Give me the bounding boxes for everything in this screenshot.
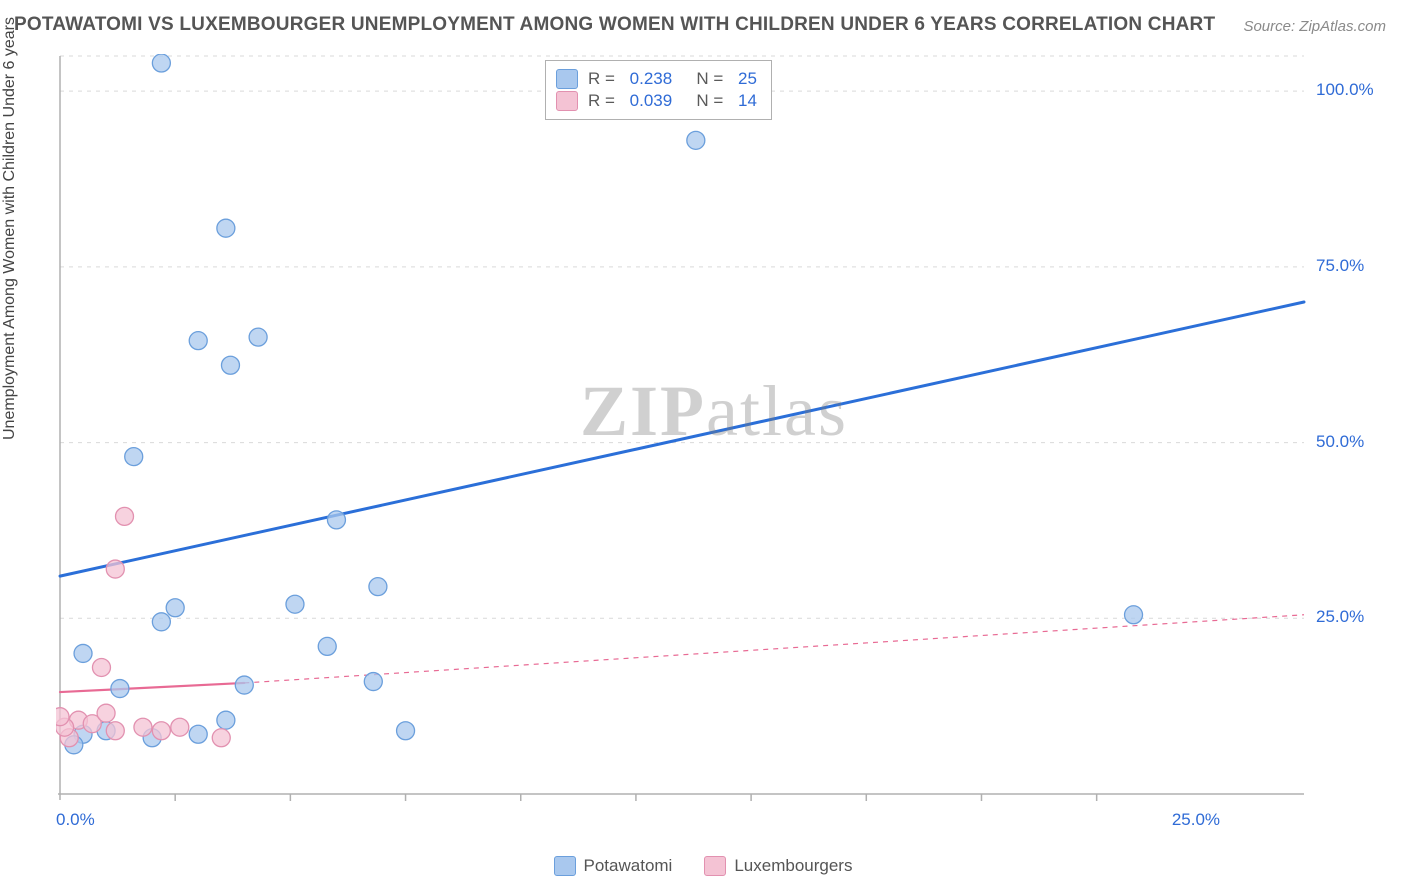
y-tick-label: 25.0%	[1316, 607, 1364, 627]
x-tick-label: 0.0%	[56, 810, 95, 830]
y-tick-label: 50.0%	[1316, 432, 1364, 452]
legend-label: Potawatomi	[584, 856, 673, 876]
legend-item: Potawatomi	[554, 856, 673, 876]
chart-svg	[56, 54, 1392, 824]
legend-n-value: 25	[738, 69, 757, 89]
y-tick-label: 100.0%	[1316, 80, 1374, 100]
x-tick-label: 25.0%	[1172, 810, 1220, 830]
legend-r-value: 0.238	[630, 69, 673, 89]
legend-n-label: N =	[682, 69, 728, 89]
legend-swatch	[556, 91, 578, 111]
source-label: Source: ZipAtlas.com	[1243, 18, 1386, 35]
legend-r-value: 0.039	[630, 91, 673, 111]
legend-label: Luxembourgers	[734, 856, 852, 876]
legend-n-value: 14	[738, 91, 757, 111]
legend-series: Potawatomi Luxembourgers	[0, 856, 1406, 876]
legend-n-label: N =	[682, 91, 728, 111]
legend-r-label: R =	[588, 69, 620, 89]
chart-title: POTAWATOMI VS LUXEMBOURGER UNEMPLOYMENT …	[14, 14, 1215, 36]
legend-swatch	[554, 856, 576, 876]
legend-item: Luxembourgers	[704, 856, 852, 876]
legend-swatch	[556, 69, 578, 89]
y-axis-label: Unemployment Among Women with Children U…	[1, 17, 19, 440]
legend-swatch	[704, 856, 726, 876]
legend-correlation: R = 0.238 N = 25 R = 0.039 N = 14	[545, 60, 772, 120]
legend-r-label: R =	[588, 91, 620, 111]
scatter-plot	[56, 54, 1392, 824]
y-tick-label: 75.0%	[1316, 256, 1364, 276]
